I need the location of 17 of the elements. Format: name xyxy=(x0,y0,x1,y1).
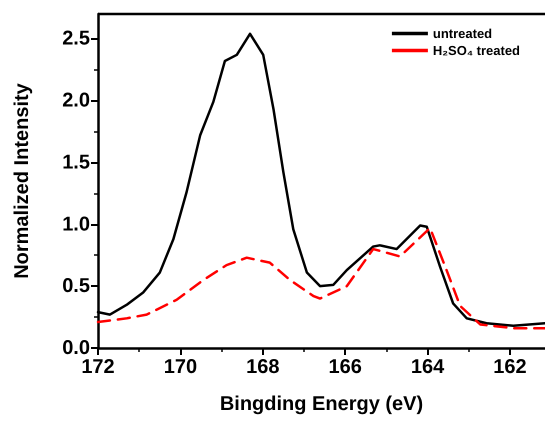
y-tick-label: 1.5 xyxy=(62,151,90,174)
y-tick-label: 0.0 xyxy=(62,337,90,359)
y-axis-title: Normalized Intensity xyxy=(11,82,33,279)
x-tick-label: 162 xyxy=(493,356,527,378)
line-series xyxy=(96,226,545,330)
legend-label: H₂SO₄ treated xyxy=(432,43,520,58)
x-tick-label: 170 xyxy=(164,356,198,378)
x-tick-label: 168 xyxy=(246,356,280,378)
y-tick-label: 2.0 xyxy=(62,90,90,112)
x-tick-label: 164 xyxy=(410,356,446,378)
y-tick-label: 2.5 xyxy=(62,28,90,50)
x-tick-label: 172 xyxy=(81,356,115,378)
y-tick-label: 0.5 xyxy=(62,275,90,298)
y-tick-label: 1.0 xyxy=(62,213,90,236)
x-tick-label: 166 xyxy=(328,356,362,378)
legend-label: untreated xyxy=(432,26,492,41)
x-axis-title: Bingding Energy (eV) xyxy=(220,393,424,415)
